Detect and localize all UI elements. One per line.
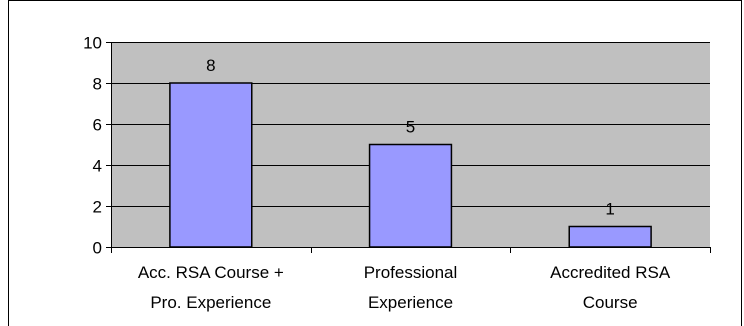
bar-2 bbox=[368, 143, 453, 248]
x-category-label-2: Professional Experience bbox=[364, 263, 458, 312]
y-tick-label: 10 bbox=[83, 34, 102, 53]
y-tick-label: 8 bbox=[93, 75, 102, 94]
x-category-label-line: Accredited RSA bbox=[550, 263, 671, 282]
x-category-label-3: Accredited RSA Course bbox=[550, 263, 671, 312]
y-tick-label: 6 bbox=[93, 116, 102, 135]
y-tick-label: 2 bbox=[93, 198, 102, 217]
bar-3 bbox=[568, 225, 652, 248]
y-tick-label: 4 bbox=[93, 157, 102, 176]
data-label-2: 5 bbox=[406, 118, 415, 137]
y-tick-label: 0 bbox=[93, 239, 102, 258]
data-label-3: 1 bbox=[605, 200, 614, 219]
y-axis-title: Responses bbox=[35, 107, 54, 198]
x-category-label-line: Professional bbox=[364, 263, 458, 282]
x-category-label-line: Experience bbox=[368, 293, 453, 312]
x-category-label-1: Acc. RSA Course + Pro. Experience bbox=[138, 263, 284, 312]
x-category-label-line: Course bbox=[583, 293, 638, 312]
bar-1 bbox=[169, 82, 253, 248]
x-category-label-line: Acc. RSA Course + bbox=[138, 263, 284, 282]
data-label-1: 8 bbox=[206, 56, 215, 75]
x-category-label-line: Pro. Experience bbox=[150, 293, 271, 312]
